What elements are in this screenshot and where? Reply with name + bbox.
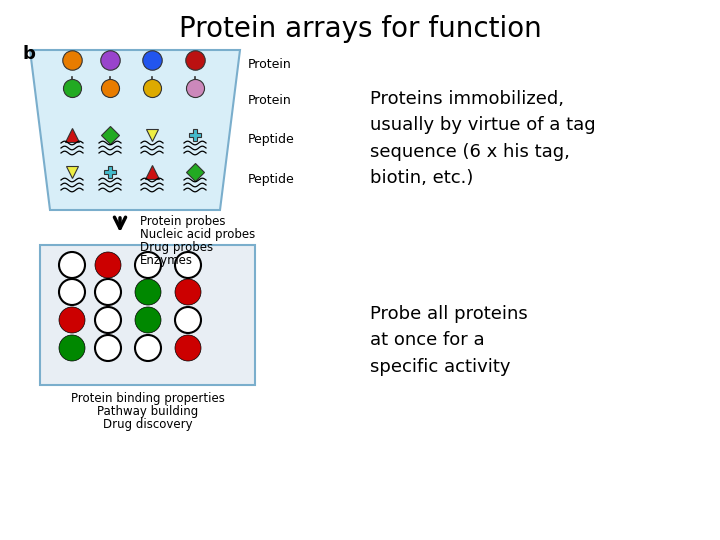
Text: Drug discovery: Drug discovery [103,418,192,431]
Bar [40,245,255,385]
Text: Protein probes: Protein probes [140,215,225,228]
Circle shape [175,307,201,333]
Text: Pathway building: Pathway building [97,405,198,418]
Circle shape [59,335,85,361]
Circle shape [59,307,85,333]
Circle shape [135,335,161,361]
Text: Drug probes: Drug probes [140,241,213,254]
Circle shape [95,279,121,305]
Text: Peptide: Peptide [248,133,294,146]
Text: Probe all proteins
at once for a
specific activity: Probe all proteins at once for a specifi… [370,305,528,376]
Text: Protein binding properties: Protein binding properties [71,392,225,405]
Polygon shape [30,50,240,210]
Circle shape [135,279,161,305]
Text: Protein arrays for function: Protein arrays for function [179,15,541,43]
Circle shape [95,307,121,333]
Text: Protein: Protein [248,93,292,106]
Circle shape [175,335,201,361]
Text: Peptide: Peptide [248,173,294,186]
Circle shape [59,252,85,278]
Text: Nucleic acid probes: Nucleic acid probes [140,228,256,241]
Circle shape [95,252,121,278]
Circle shape [135,307,161,333]
Text: Enzymes: Enzymes [140,254,193,267]
Circle shape [95,335,121,361]
Circle shape [175,279,201,305]
Text: Protein: Protein [248,58,292,71]
Text: b: b [22,45,35,63]
Circle shape [135,252,161,278]
Circle shape [59,279,85,305]
Circle shape [175,252,201,278]
Text: Proteins immobilized,
usually by virtue of a tag
sequence (6 x his tag,
biotin, : Proteins immobilized, usually by virtue … [370,90,595,187]
